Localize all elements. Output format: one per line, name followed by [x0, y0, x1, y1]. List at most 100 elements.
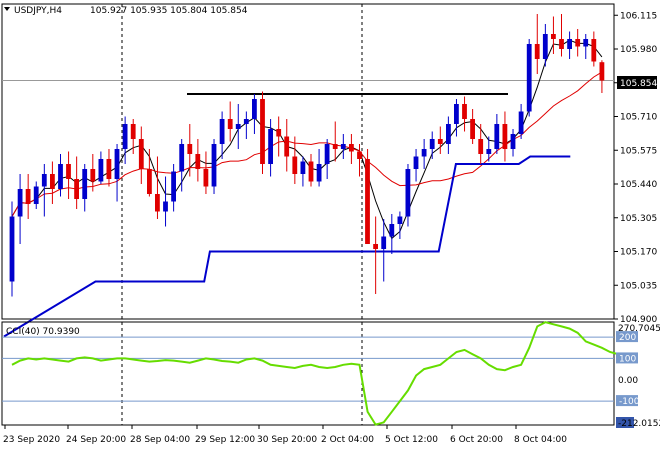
cci-level-tag — [616, 331, 638, 343]
candle-body — [494, 124, 500, 149]
candle-body — [502, 124, 508, 149]
candle-body — [82, 169, 88, 199]
cci-title: CCI(40) 70.9390 — [6, 327, 80, 337]
cci-level-tag — [616, 352, 638, 364]
candle-body — [486, 149, 492, 154]
candle-body — [171, 171, 176, 202]
price-tick-label: 104.900 — [620, 315, 657, 325]
price-axis: 106.115105.980105.845105.710105.575105.4… — [614, 11, 657, 325]
candle-body — [243, 119, 249, 124]
candle-body — [510, 134, 516, 149]
price-tick-label: 105.980 — [620, 45, 657, 55]
price-tag-value: 105.854 — [620, 79, 657, 89]
candle-body — [349, 144, 354, 152]
candle-body — [526, 44, 532, 112]
candle-body — [292, 156, 298, 174]
cci-line — [11, 321, 635, 426]
candle-body — [381, 236, 387, 249]
candle-body — [454, 104, 459, 124]
candle-body — [599, 62, 605, 81]
candle-body — [437, 139, 443, 144]
time-tick-label: 23 Sep 2020 — [3, 435, 60, 445]
candle-body — [567, 39, 572, 49]
candle-body — [195, 154, 201, 169]
candle-body — [211, 144, 217, 187]
candle-body — [559, 39, 564, 49]
candle-body — [58, 164, 63, 189]
candle-body — [276, 129, 282, 137]
main-panel-frame — [1, 3, 615, 320]
cci-grid — [1, 321, 615, 426]
ohlc-values: 105.927 105.935 105.804 105.854 — [90, 6, 248, 16]
cci-min-tag — [616, 417, 634, 428]
candle-body — [429, 139, 435, 149]
candle-body — [389, 224, 395, 237]
price-tick-label: 106.115 — [620, 11, 657, 21]
candle-body — [203, 169, 209, 187]
candle-body — [122, 124, 128, 149]
current-price-tag: 105.854 — [617, 76, 657, 89]
candle-body — [187, 144, 193, 154]
candle-body — [308, 161, 314, 182]
candle-body — [260, 99, 265, 164]
candle-body — [138, 139, 144, 169]
time-tick-label: 2 Oct 04:00 — [321, 435, 374, 445]
candle-body — [413, 156, 419, 169]
candle-body — [462, 104, 467, 119]
main-grid — [1, 3, 615, 320]
candle-body — [405, 169, 411, 217]
cci-header: CCI(40) 70.9390 — [6, 327, 80, 337]
symbol-timeframe-label: USDJPY,H4 — [14, 6, 62, 16]
time-tick-label: 5 Oct 12:00 — [385, 435, 438, 445]
time-axis: 23 Sep 2020 24 Sep 20:00 28 Sep 04:00 29 Se… — [3, 425, 567, 445]
price-tag-background — [617, 76, 657, 89]
cci-tick-label: 200 — [619, 333, 636, 343]
price-tick-label: 105.575 — [620, 146, 657, 156]
price-tick-label: 105.035 — [620, 281, 657, 291]
candle-body — [9, 216, 15, 282]
candle-body — [106, 159, 112, 179]
candles — [9, 14, 605, 297]
price-tick-label: 105.710 — [620, 113, 657, 123]
price-tick-label: 105.305 — [620, 214, 657, 224]
time-tick-label: 6 Oct 20:00 — [450, 435, 503, 445]
time-tick-label: 24 Sep 20:00 — [66, 435, 126, 445]
time-tick-label: 30 Sep 20:00 — [257, 435, 317, 445]
candle-body — [17, 189, 23, 217]
cci-tick-label: 0.00 — [618, 376, 638, 386]
cci-panel-frame — [1, 321, 615, 426]
time-tick-label: 8 Oct 04:00 — [514, 435, 567, 445]
candle-body — [583, 39, 589, 47]
candle-body — [98, 159, 104, 182]
price-tick-label: 105.440 — [620, 180, 657, 190]
candle-body — [163, 201, 168, 212]
candle-body — [252, 99, 257, 119]
candle-body — [373, 244, 378, 249]
candle-body — [340, 144, 346, 149]
candle-body — [332, 144, 338, 149]
cci-tick-label: 270.7045 — [618, 324, 660, 334]
candle-body — [235, 124, 241, 129]
candle-body — [41, 174, 47, 187]
candle-body — [470, 119, 475, 139]
candle-body — [421, 149, 427, 157]
candle-body — [130, 124, 136, 139]
cci-series-line — [11, 321, 635, 426]
dropdown-triangle-icon[interactable] — [4, 7, 10, 11]
candle-body — [33, 186, 39, 204]
candle-body — [300, 161, 306, 174]
candle-body — [591, 39, 597, 62]
candle-body — [74, 179, 79, 199]
candle-body — [179, 144, 185, 172]
candle-body — [50, 174, 55, 189]
candle-body — [316, 164, 322, 182]
candle-body — [147, 169, 152, 194]
candle-body — [66, 164, 71, 179]
candle-body — [155, 194, 160, 212]
candle-body — [551, 34, 556, 39]
candle-body — [446, 124, 451, 144]
candle-body — [219, 119, 225, 144]
cci-tick-label: 100 — [619, 354, 636, 364]
